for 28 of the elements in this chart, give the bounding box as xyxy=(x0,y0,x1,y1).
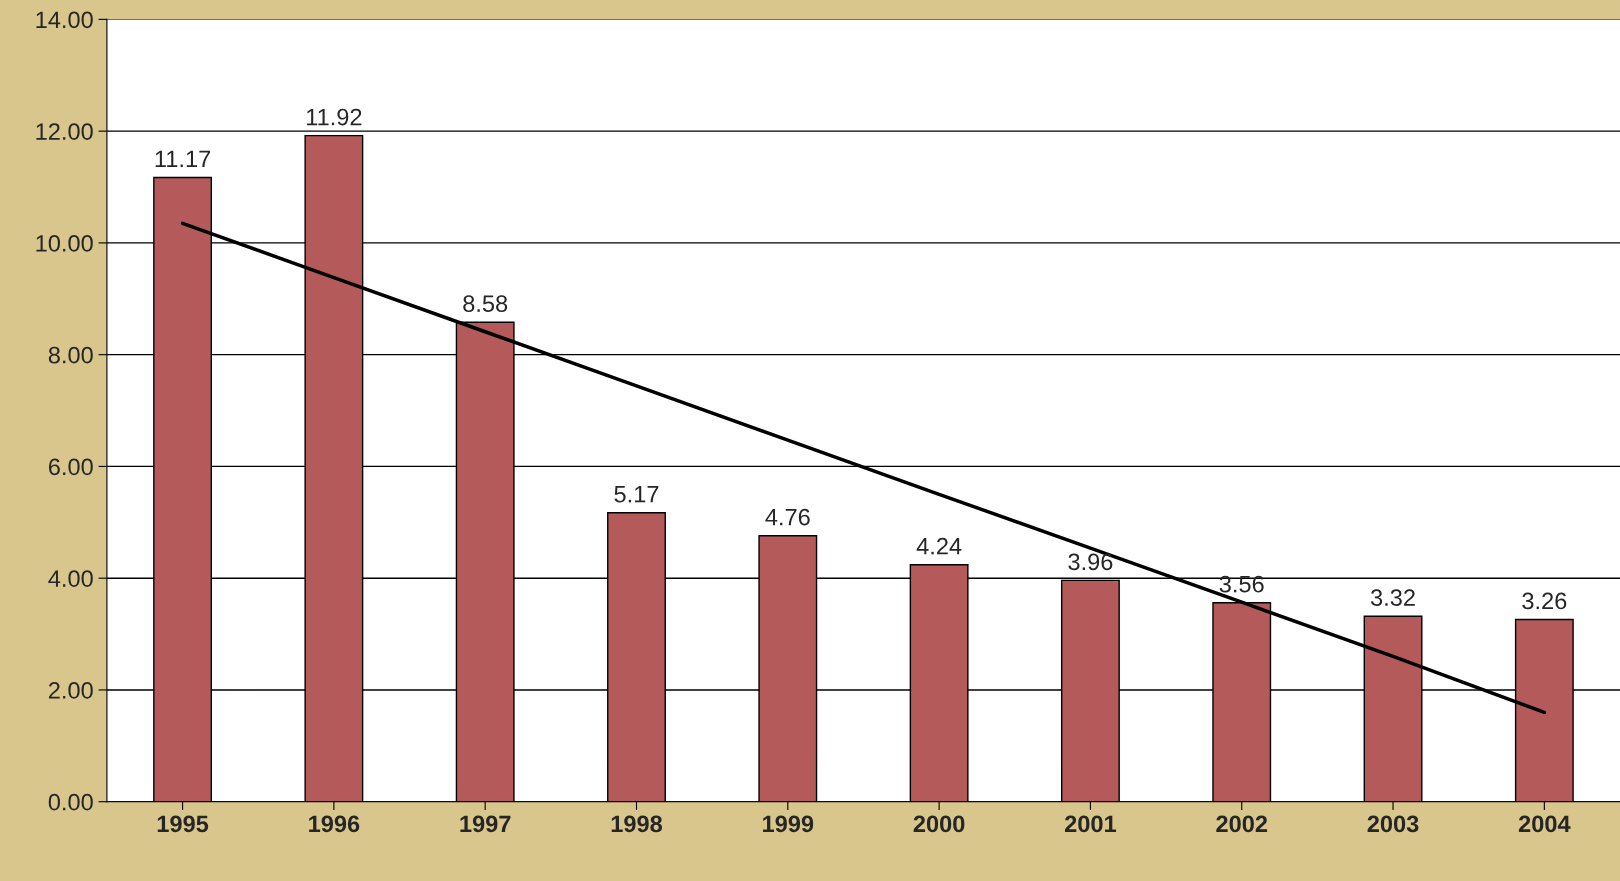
data-label: 4.76 xyxy=(765,508,810,526)
y-tick-label: 8.00 xyxy=(48,346,93,364)
data-label: 3.26 xyxy=(1522,592,1567,610)
data-label: 8.58 xyxy=(463,295,508,313)
x-tick-label: 1995 xyxy=(157,815,209,833)
y-tick-label: 0.00 xyxy=(48,793,93,811)
data-label: 3.96 xyxy=(1068,553,1113,571)
y-tick-label: 4.00 xyxy=(48,570,93,587)
x-tick-label: 2000 xyxy=(913,815,965,833)
x-tick-label: 1997 xyxy=(460,815,511,833)
data-label: 3.32 xyxy=(1370,589,1415,606)
y-tick-label: 14.00 xyxy=(36,11,93,29)
x-tick-label: 1998 xyxy=(611,815,663,833)
y-tick-label: 6.00 xyxy=(48,458,93,476)
x-tick-label: 2001 xyxy=(1064,815,1117,833)
x-tick-label: 2003 xyxy=(1367,815,1419,833)
y-tick-label: 10.00 xyxy=(36,234,93,252)
data-label: 3.56 xyxy=(1219,575,1264,593)
x-tick-label: 2004 xyxy=(1518,815,1571,833)
y-tick-label: 2.00 xyxy=(48,682,93,699)
x-tick-label: 1996 xyxy=(309,815,360,833)
data-label: 5.17 xyxy=(614,486,659,503)
data-label: 11.17 xyxy=(155,150,211,168)
data-label: 11.92 xyxy=(307,108,362,126)
data-label: 4.24 xyxy=(916,537,962,555)
y-tick-label: 12.00 xyxy=(36,123,93,140)
x-tick-label: 1999 xyxy=(763,815,814,833)
x-tick-label: 2002 xyxy=(1216,815,1268,833)
